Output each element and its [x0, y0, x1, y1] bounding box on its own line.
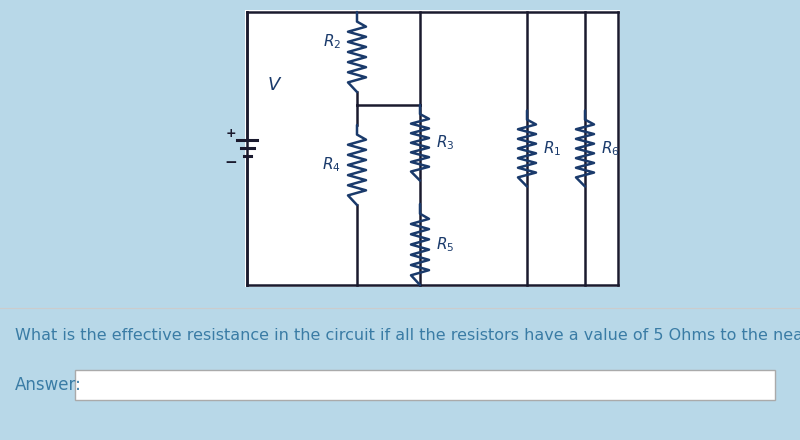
Text: What is the effective resistance in the circuit if all the resistors have a valu: What is the effective resistance in the …: [15, 328, 800, 343]
Text: $R_5$: $R_5$: [436, 235, 454, 254]
Text: $R_3$: $R_3$: [436, 133, 454, 152]
Text: $R_6$: $R_6$: [601, 139, 620, 158]
Text: $R_4$: $R_4$: [322, 156, 341, 174]
Text: $V$: $V$: [267, 77, 282, 95]
Text: Answer:: Answer:: [15, 376, 82, 394]
Text: +: +: [226, 127, 236, 140]
Text: $R_2$: $R_2$: [322, 33, 341, 51]
Bar: [245, 10, 620, 287]
Bar: [75, 370, 775, 400]
Text: $R_1$: $R_1$: [543, 139, 562, 158]
Text: −: −: [225, 155, 238, 170]
